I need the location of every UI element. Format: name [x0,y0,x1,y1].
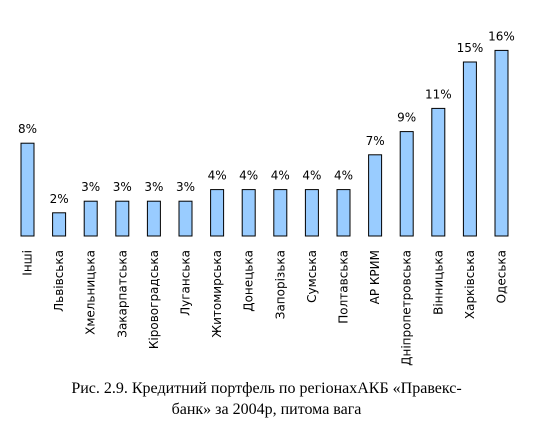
data-label-7: 4% [239,169,258,183]
category-label-4: Кіровоградська [147,250,161,349]
bar-12 [399,131,414,237]
bar-8 [273,189,288,237]
category-label-5: Луганська [179,250,193,316]
data-label-12: 9% [397,111,416,125]
bar-15 [494,49,509,237]
bar-0 [20,142,35,237]
bar-2 [83,200,98,237]
category-label-14: Харківська [463,250,477,319]
data-label-1: 2% [50,192,69,206]
data-label-6: 4% [208,169,227,183]
category-label-1: Львівська [52,250,66,312]
data-label-0: 8% [18,122,37,136]
bar-14 [462,61,477,237]
data-label-8: 4% [271,169,290,183]
bars-group [20,49,509,237]
data-label-11: 7% [366,134,385,148]
bar-11 [368,154,383,237]
bar-chart: 8% 2% 3% 3% 3% 3% 4% 4% 4% 4% 4% 7% 9% 11% 15% 16% Інші… [18,29,515,366]
bar-1 [52,212,67,237]
category-label-7: Донецька [242,250,256,312]
data-label-4: 3% [144,180,163,194]
category-label-2: Хмельницька [84,250,98,335]
data-label-15: 16% [488,29,515,43]
bar-13 [431,107,446,237]
category-label-12: Дніпропетровська [400,250,414,366]
data-label-9: 4% [302,169,321,183]
data-labels-group: 8% 2% 3% 3% 3% 3% 4% 4% 4% 4% 4% 7% 9% 11% 15% 16% [18,29,515,205]
data-label-2: 3% [81,180,100,194]
category-label-9: Сумська [305,250,319,303]
category-labels-group: Інші Львівська Хмельницька Закарпатська Кіро… [21,250,509,366]
data-label-5: 3% [176,180,195,194]
bar-7 [241,189,256,237]
data-label-13: 11% [425,87,452,101]
bar-9 [304,189,319,237]
bar-4 [146,200,161,237]
bar-3 [115,200,130,237]
category-label-13: Вінницька [431,250,445,315]
caption-line-1: Рис. 2.9. Кредитний портфель по регіонах… [71,380,462,397]
category-label-15: Одеська [495,250,509,303]
category-label-0: Інші [21,250,35,276]
data-label-10: 4% [334,169,353,183]
caption-line-2: банк» за 2004р, питома вага [171,401,362,418]
category-label-11: АР КРИМ [368,250,382,304]
data-label-3: 3% [113,180,132,194]
bar-5 [178,200,193,237]
data-label-14: 15% [457,41,484,55]
category-label-10: Полтавська [337,250,351,324]
bar-6 [210,189,225,237]
bar-10 [336,189,351,237]
category-label-6: Житомирська [210,250,224,338]
category-label-8: Запорізька [273,250,287,319]
category-label-3: Закарпатська [115,250,129,338]
figure-caption: Рис. 2.9. Кредитний портфель по регіонах… [0,378,533,420]
